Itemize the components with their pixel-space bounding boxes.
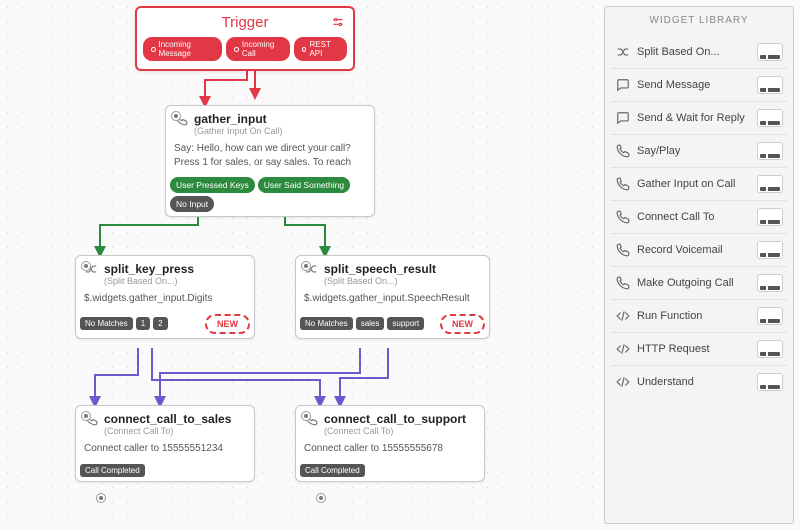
library-item[interactable]: Split Based On... [611,36,787,69]
library-item[interactable]: Run Function [611,300,787,333]
node-body: Connect caller to 15555551234 [76,438,254,464]
node-connect-support[interactable]: connect_call_to_support (Connect Call To… [295,405,485,482]
library-item-thumb [757,208,783,226]
library-item[interactable]: Record Voicemail [611,234,787,267]
library-item-label: Split Based On... [637,46,720,58]
library-item[interactable]: Connect Call To [611,201,787,234]
node-subtitle: (Split Based On...) [104,276,246,286]
library-item-label: Say/Play [637,145,680,157]
input-port[interactable] [82,262,90,270]
code-icon [615,374,631,390]
new-transition-button[interactable]: NEW [440,314,485,334]
output-pill[interactable]: No Matches [300,317,353,330]
library-item-thumb [757,43,783,61]
phone-icon [615,176,631,192]
code-icon [615,308,631,324]
split-icon [615,44,631,60]
new-transition-button[interactable]: NEW [205,314,250,334]
library-item[interactable]: HTTP Request [611,333,787,366]
node-title: split_key_press [104,262,194,276]
library-item-label: Gather Input on Call [637,178,735,190]
node-subtitle: (Connect Call To) [104,426,246,436]
widget-library-panel: WIDGET LIBRARY Split Based On... Send Mes… [604,6,794,524]
trigger-output-0[interactable]: Incoming Message [143,37,222,61]
input-port[interactable] [302,412,310,420]
chat-icon [615,77,631,93]
output-pill[interactable]: No Matches [80,317,133,330]
input-port[interactable] [82,412,90,420]
node-subtitle: (Split Based On...) [324,276,481,286]
node-body: $.widgets.gather_input.SpeechResult [296,288,489,314]
node-title: split_speech_result [324,262,436,276]
library-item[interactable]: Understand [611,366,787,398]
output-port[interactable] [97,494,105,502]
node-subtitle: (Gather Input On Call) [194,126,366,136]
phone-icon [615,275,631,291]
library-item-thumb [757,373,783,391]
library-item-thumb [757,76,783,94]
library-item-label: Record Voicemail [637,244,723,256]
library-item-label: HTTP Request [637,343,710,355]
node-body: $.widgets.gather_input.Digits [76,288,254,314]
phone-icon [615,242,631,258]
output-pill[interactable]: support [387,317,424,330]
library-item-thumb [757,241,783,259]
output-port[interactable] [317,494,325,502]
node-split-key[interactable]: split_key_press (Split Based On...) $.wi… [75,255,255,339]
library-title: WIDGET LIBRARY [611,15,787,26]
trigger-output-1[interactable]: Incoming Call [226,37,290,61]
node-split-speech[interactable]: split_speech_result (Split Based On...) … [295,255,490,339]
settings-icon[interactable] [331,15,345,33]
node-body: Connect caller to 15555555678 [296,438,484,464]
library-item-thumb [757,142,783,160]
node-title: gather_input [194,112,267,126]
library-item-thumb [757,274,783,292]
trigger-title: Trigger [222,14,269,31]
input-port[interactable] [302,262,310,270]
input-port[interactable] [172,112,180,120]
library-list: Split Based On... Send Message Send & Wait… [611,36,787,398]
library-item-label: Make Outgoing Call [637,277,734,289]
library-item[interactable]: Send Message [611,69,787,102]
library-item-thumb [757,307,783,325]
library-item-label: Run Function [637,310,702,322]
library-item-label: Send Message [637,79,710,91]
library-item-thumb [757,340,783,358]
node-gather-input[interactable]: gather_input (Gather Input On Call) Say:… [165,105,375,217]
library-item[interactable]: Make Outgoing Call [611,267,787,300]
node-body: Say: Hello, how can we direct your call?… [166,138,374,177]
node-title: connect_call_to_sales [104,412,231,426]
phone-icon [615,143,631,159]
library-item-label: Understand [637,376,694,388]
library-item-thumb [757,175,783,193]
trigger-output-2[interactable]: REST API [294,37,347,61]
library-item[interactable]: Say/Play [611,135,787,168]
library-item[interactable]: Send & Wait for Reply [611,102,787,135]
library-item-thumb [757,109,783,127]
node-connect-sales[interactable]: connect_call_to_sales (Connect Call To) … [75,405,255,482]
output-pill[interactable]: sales [356,317,385,330]
code-icon [615,341,631,357]
output-pill[interactable]: User Said Something [258,177,350,193]
node-title: connect_call_to_support [324,412,466,426]
library-item[interactable]: Gather Input on Call [611,168,787,201]
output-pill[interactable]: 1 [136,317,150,330]
output-pill[interactable]: 2 [153,317,167,330]
output-pill[interactable]: No Input [170,196,214,212]
chat-icon [615,110,631,126]
trigger-node[interactable]: Trigger Incoming Message Incoming Call R… [135,6,355,71]
output-pill[interactable]: Call Completed [80,464,145,477]
phone-icon [615,209,631,225]
output-pill[interactable]: Call Completed [300,464,365,477]
library-item-label: Connect Call To [637,211,714,223]
library-item-label: Send & Wait for Reply [637,112,745,124]
node-subtitle: (Connect Call To) [324,426,476,436]
output-pill[interactable]: User Pressed Keys [170,177,255,193]
